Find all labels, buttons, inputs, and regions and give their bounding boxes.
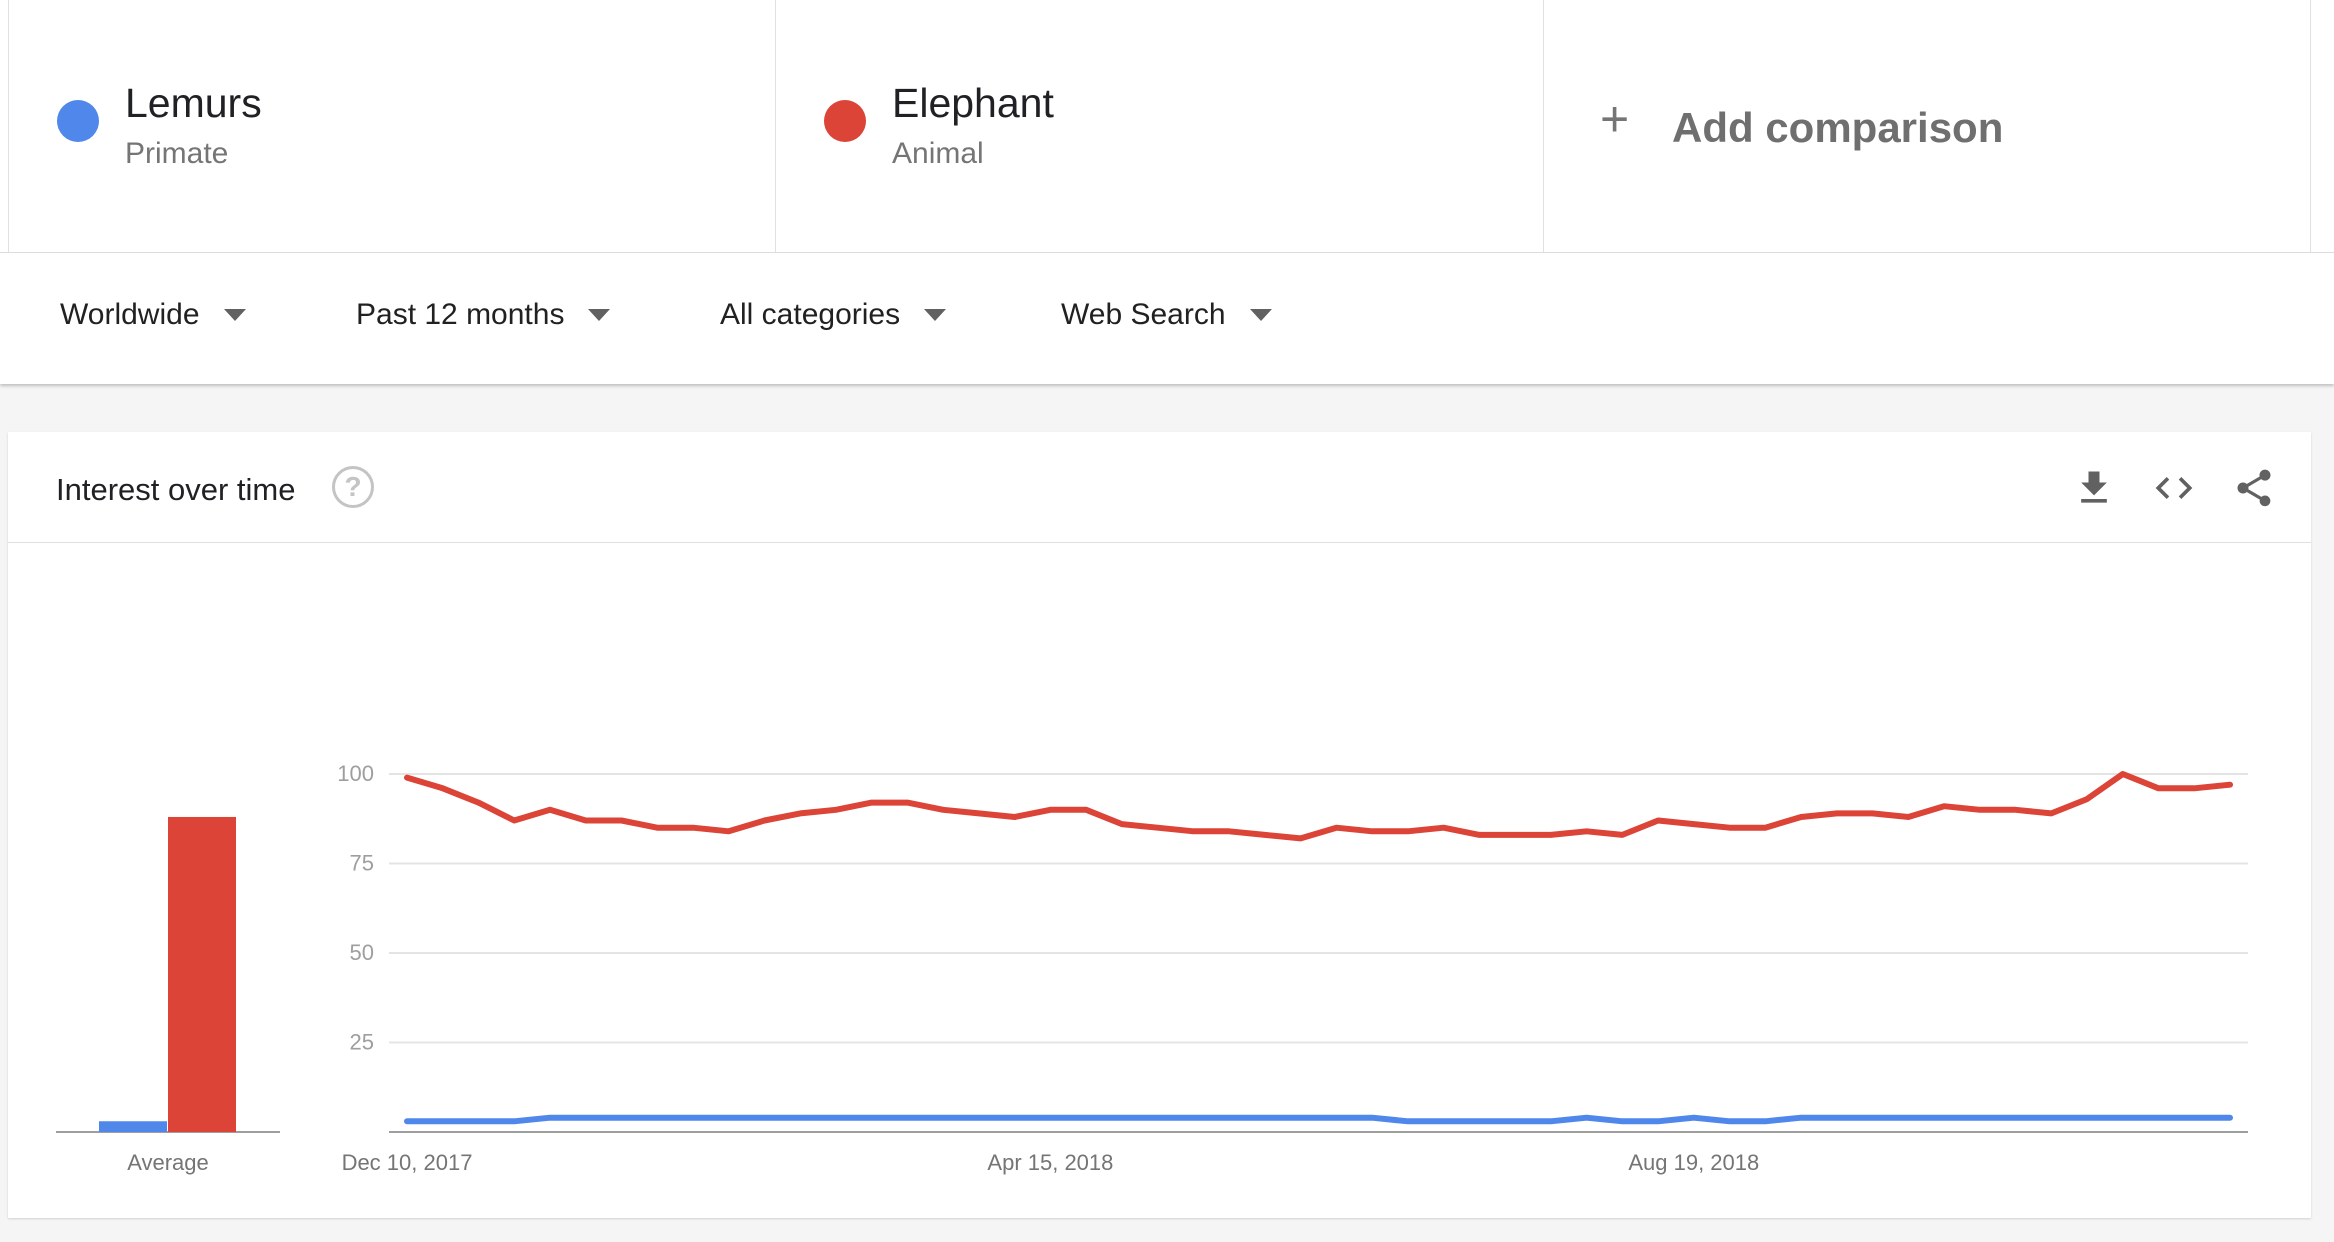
download-icon[interactable] xyxy=(2072,466,2116,510)
y-tick-label: 25 xyxy=(350,1030,374,1055)
x-tick-label: Aug 19, 2018 xyxy=(1628,1150,1759,1175)
region-dropdown[interactable]: Worldwide xyxy=(60,298,246,332)
term-card-lemurs[interactable]: Lemurs Primate xyxy=(8,0,775,253)
term-name: Elephant xyxy=(892,80,1054,126)
average-bar-chart: Average xyxy=(56,816,280,1175)
comparison-terms: Lemurs Primate Elephant Animal + Add com… xyxy=(0,0,2334,253)
filter-bar: Worldwide Past 12 months All categories … xyxy=(0,253,2334,384)
y-tick-label: 50 xyxy=(350,940,374,965)
share-icon[interactable] xyxy=(2232,466,2276,510)
average-bar-elephant xyxy=(168,816,236,1132)
dropdown-caret-icon xyxy=(924,309,947,321)
time-range-dropdown[interactable]: Past 12 months xyxy=(356,298,611,332)
help-icon[interactable]: ? xyxy=(332,466,374,508)
embed-code-icon[interactable] xyxy=(2152,466,2196,510)
card-title: Interest over time xyxy=(56,472,296,507)
category-dropdown[interactable]: All categories xyxy=(720,298,947,332)
x-tick-label: Dec 10, 2017 xyxy=(342,1150,473,1175)
term-name: Lemurs xyxy=(125,80,262,126)
chart-area: Average 25 50 75 100 Dec 10, 2017 Apr 15, 201… xyxy=(8,542,2311,1218)
category-dropdown-label: All categories xyxy=(720,298,901,331)
dropdown-caret-icon xyxy=(588,309,611,321)
search-type-dropdown[interactable]: Web Search xyxy=(1061,298,1272,332)
interest-line-chart: 25 50 75 100 Dec 10, 2017 Apr 15, 2018 Aug 19,… xyxy=(337,761,2248,1175)
dropdown-caret-icon xyxy=(1249,309,1272,321)
y-tick-label: 75 xyxy=(350,851,374,876)
explore-header: Lemurs Primate Elephant Animal + Add com… xyxy=(0,0,2334,384)
interest-over-time-card: Interest over time ? Average 25 50 75 100 De… xyxy=(8,432,2311,1218)
x-tick-label: Apr 15, 2018 xyxy=(987,1150,1113,1175)
search-type-dropdown-label: Web Search xyxy=(1061,298,1226,331)
series-color-dot xyxy=(57,100,99,142)
average-label: Average xyxy=(127,1150,209,1175)
card-header: Interest over time ? xyxy=(8,432,2311,543)
y-tick-label: 100 xyxy=(337,761,374,786)
average-bar-lemurs xyxy=(99,1121,167,1132)
term-category: Animal xyxy=(892,137,984,170)
dropdown-caret-icon xyxy=(223,309,246,321)
series-color-dot xyxy=(824,100,866,142)
series-line-elephant xyxy=(404,771,2233,842)
plus-icon: + xyxy=(1600,91,1630,147)
time-range-dropdown-label: Past 12 months xyxy=(356,298,565,331)
region-dropdown-label: Worldwide xyxy=(60,298,200,331)
series-line-lemurs xyxy=(404,1114,2233,1125)
term-card-elephant[interactable]: Elephant Animal xyxy=(775,0,1543,253)
add-comparison-label: Add comparison xyxy=(1672,104,2004,151)
term-category: Primate xyxy=(125,137,229,170)
add-comparison-button[interactable]: + Add comparison xyxy=(1543,0,2311,253)
